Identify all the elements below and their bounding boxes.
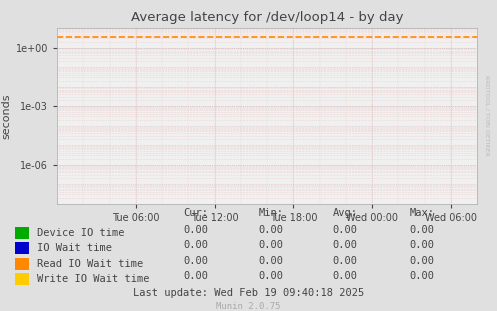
Title: Average latency for /dev/loop14 - by day: Average latency for /dev/loop14 - by day bbox=[131, 11, 404, 24]
Text: Avg:: Avg: bbox=[333, 208, 358, 218]
Text: 0.00: 0.00 bbox=[410, 271, 435, 281]
Text: 0.00: 0.00 bbox=[333, 256, 358, 266]
Text: 0.00: 0.00 bbox=[258, 271, 283, 281]
Text: Max:: Max: bbox=[410, 208, 435, 218]
Text: Read IO Wait time: Read IO Wait time bbox=[37, 259, 144, 269]
Text: 0.00: 0.00 bbox=[184, 271, 209, 281]
Text: Cur:: Cur: bbox=[184, 208, 209, 218]
Y-axis label: seconds: seconds bbox=[1, 93, 11, 139]
Text: 0.00: 0.00 bbox=[258, 240, 283, 250]
Text: 0.00: 0.00 bbox=[333, 225, 358, 234]
Text: Min:: Min: bbox=[258, 208, 283, 218]
Text: Munin 2.0.75: Munin 2.0.75 bbox=[216, 301, 281, 310]
Text: Last update: Wed Feb 19 09:40:18 2025: Last update: Wed Feb 19 09:40:18 2025 bbox=[133, 288, 364, 298]
Text: 0.00: 0.00 bbox=[258, 256, 283, 266]
Text: 0.00: 0.00 bbox=[410, 240, 435, 250]
Text: 0.00: 0.00 bbox=[410, 225, 435, 234]
Text: RRDTOOL / TOBI OETIKER: RRDTOOL / TOBI OETIKER bbox=[485, 75, 490, 156]
Text: 0.00: 0.00 bbox=[184, 225, 209, 234]
Text: 0.00: 0.00 bbox=[333, 240, 358, 250]
Text: IO Wait time: IO Wait time bbox=[37, 243, 112, 253]
Text: 0.00: 0.00 bbox=[184, 240, 209, 250]
Text: 0.00: 0.00 bbox=[333, 271, 358, 281]
Text: Write IO Wait time: Write IO Wait time bbox=[37, 274, 150, 284]
Text: Device IO time: Device IO time bbox=[37, 228, 125, 238]
Text: 0.00: 0.00 bbox=[258, 225, 283, 234]
Text: 0.00: 0.00 bbox=[184, 256, 209, 266]
Text: 0.00: 0.00 bbox=[410, 256, 435, 266]
